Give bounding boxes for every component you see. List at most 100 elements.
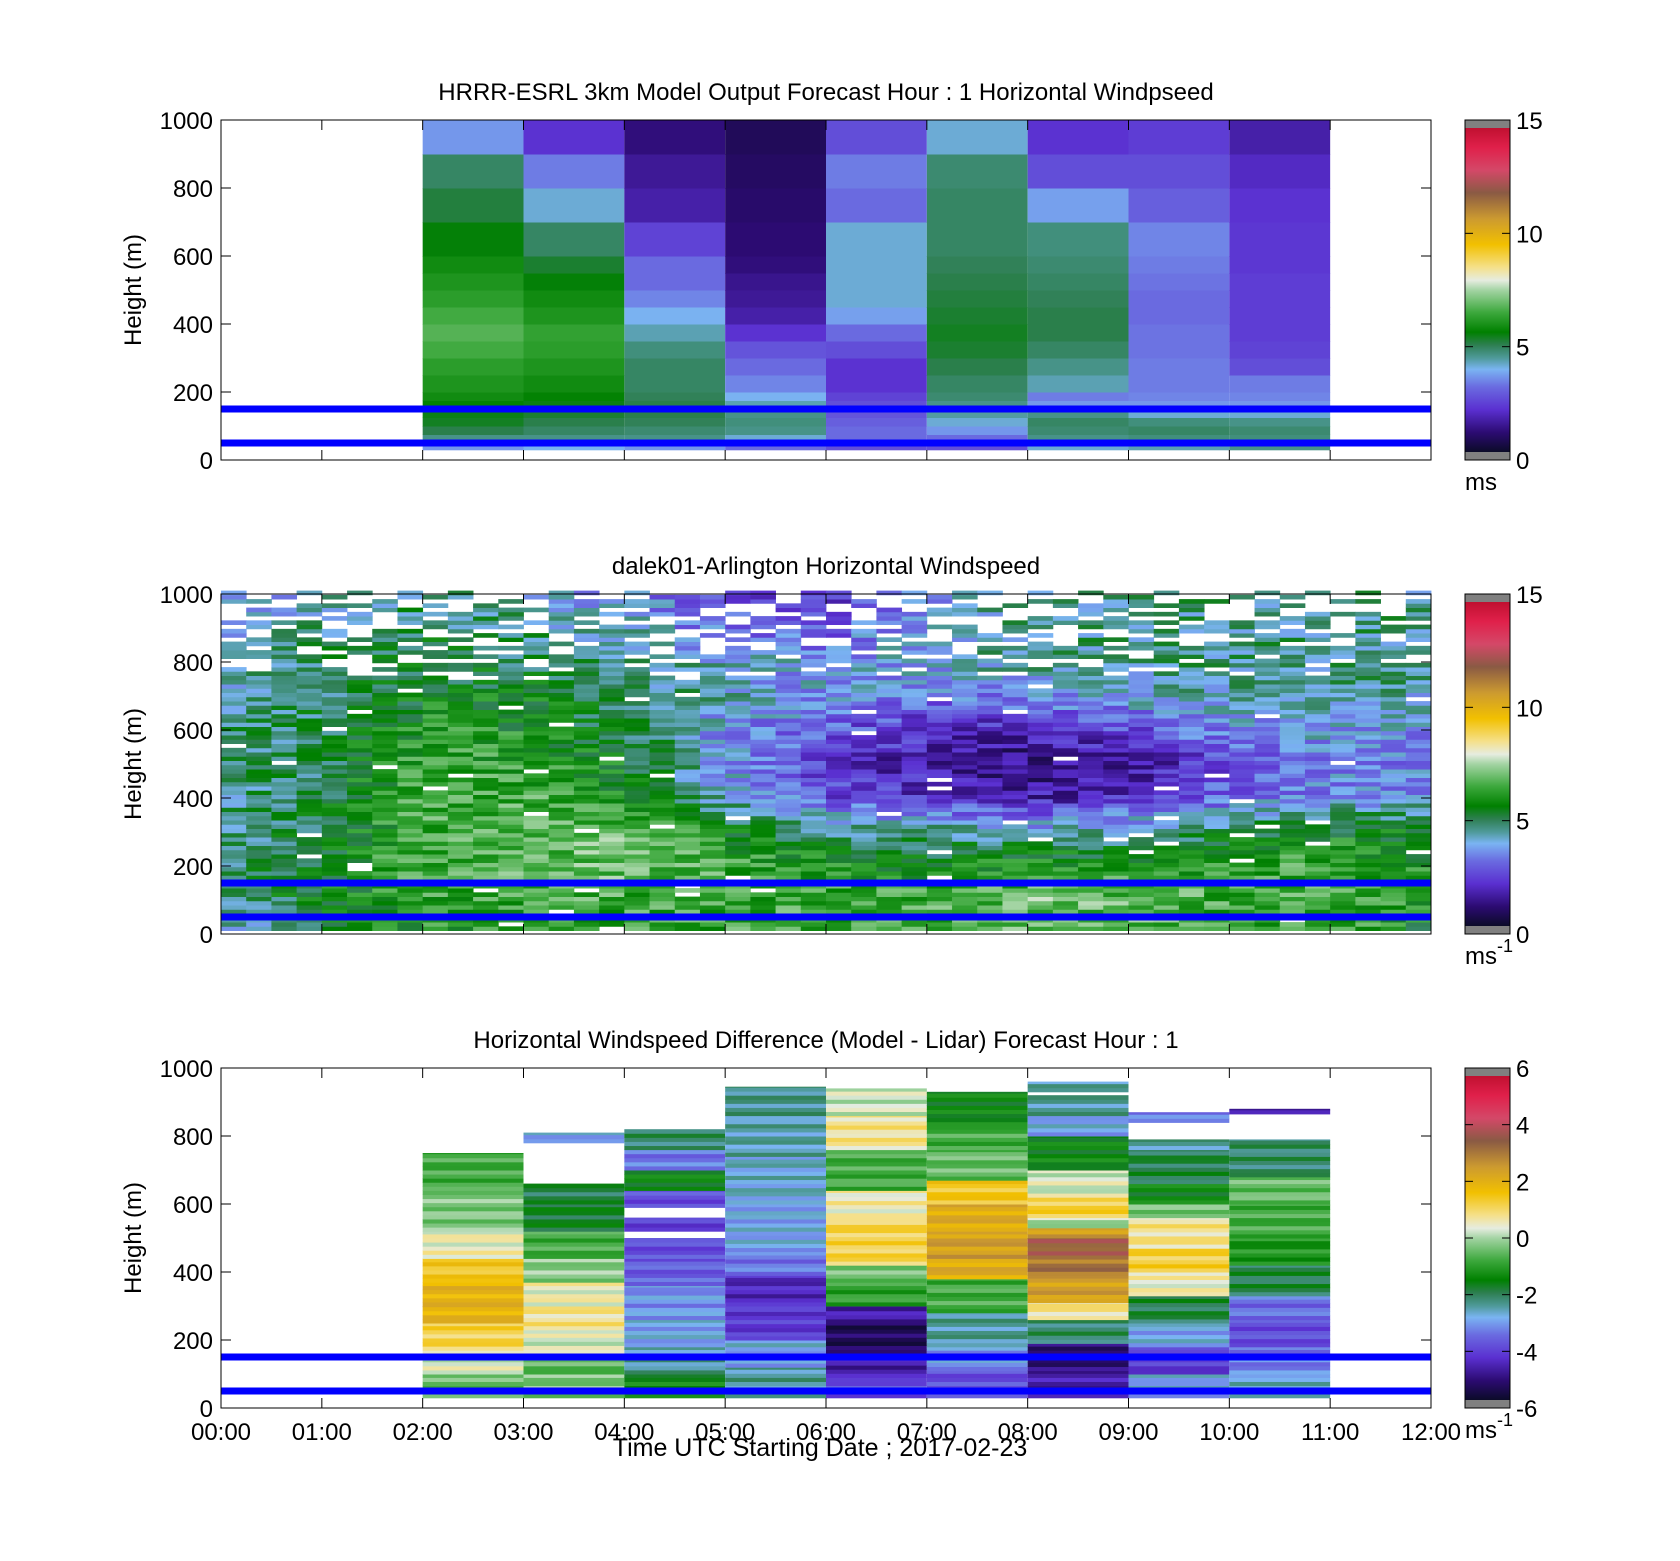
heatmap-cell bbox=[876, 658, 903, 664]
heatmap-cell bbox=[523, 1223, 625, 1228]
heatmap-cell bbox=[1304, 692, 1331, 698]
heatmap-cell bbox=[952, 730, 978, 736]
heatmap-cell bbox=[624, 1137, 726, 1142]
panel-title: HRRR-ESRL 3km Model Output Forecast Hour… bbox=[438, 79, 1213, 106]
heatmap-cell bbox=[624, 1223, 726, 1228]
heatmap-cell bbox=[473, 837, 499, 842]
heatmap-cell bbox=[826, 739, 852, 744]
heatmap-cell bbox=[624, 1174, 726, 1179]
heatmap-cell bbox=[548, 735, 575, 740]
heatmap-cell bbox=[851, 599, 877, 604]
heatmap-cell bbox=[775, 862, 802, 868]
heatmap-cell bbox=[372, 747, 398, 753]
heatmap-cell bbox=[1380, 900, 1407, 906]
heatmap-cell bbox=[775, 628, 802, 634]
heatmap-cell bbox=[1304, 701, 1331, 706]
heatmap-cell bbox=[649, 641, 676, 647]
heatmap-cell bbox=[1279, 637, 1306, 642]
heatmap-cell bbox=[1330, 896, 1356, 902]
heatmap-cell bbox=[826, 926, 852, 931]
heatmap-cell bbox=[397, 747, 424, 753]
heatmap-cell bbox=[1128, 684, 1155, 689]
heatmap-cell bbox=[498, 871, 524, 876]
heatmap-cell bbox=[221, 705, 247, 710]
heatmap-cell bbox=[1078, 713, 1104, 719]
heatmap-cell bbox=[523, 1293, 625, 1299]
heatmap-cell bbox=[624, 641, 650, 647]
heatmap-cell bbox=[573, 798, 600, 804]
heatmap-cell bbox=[1178, 684, 1205, 689]
heatmap-cell bbox=[775, 679, 802, 685]
heatmap-cell bbox=[725, 417, 826, 427]
heatmap-cell bbox=[901, 892, 928, 897]
heatmap-cell bbox=[422, 798, 449, 804]
heatmap-cell bbox=[523, 1374, 625, 1378]
heatmap-cell bbox=[1027, 679, 1054, 685]
heatmap-cell bbox=[473, 743, 499, 749]
heatmap-cell bbox=[1052, 781, 1079, 787]
heatmap-cell bbox=[725, 594, 751, 600]
heatmap-cell bbox=[1279, 858, 1306, 863]
heatmap-cell bbox=[1052, 696, 1079, 702]
heatmap-cell bbox=[1078, 641, 1104, 647]
heatmap-cell bbox=[498, 900, 524, 906]
heatmap-cell bbox=[1405, 888, 1432, 893]
heatmap-cell bbox=[1153, 811, 1180, 817]
heatmap-cell bbox=[372, 803, 398, 808]
heatmap-cell bbox=[1128, 341, 1230, 359]
heatmap-cell bbox=[826, 1088, 927, 1092]
heatmap-cell bbox=[1002, 752, 1029, 757]
heatmap-cell bbox=[498, 679, 524, 685]
heatmap-cell bbox=[397, 773, 424, 778]
heatmap-cell bbox=[750, 781, 776, 787]
heatmap-cell bbox=[826, 1301, 927, 1307]
heatmap-cell bbox=[624, 875, 650, 880]
heatmap-cell bbox=[1027, 654, 1054, 659]
heatmap-cell bbox=[750, 675, 776, 681]
heatmap-cell bbox=[548, 603, 575, 608]
heatmap-cell bbox=[1279, 854, 1306, 859]
heatmap-cell bbox=[1103, 849, 1129, 855]
heatmap-cell bbox=[523, 722, 550, 727]
heatmap-cell bbox=[1204, 849, 1230, 855]
heatmap-cell bbox=[498, 832, 524, 838]
heatmap-cell bbox=[1229, 1140, 1331, 1145]
heatmap-cell bbox=[952, 658, 978, 664]
heatmap-cell bbox=[725, 654, 751, 659]
heatmap-cell bbox=[624, 1349, 726, 1355]
heatmap-cell bbox=[1002, 667, 1029, 672]
heatmap-cell bbox=[498, 764, 524, 770]
heatmap-cell bbox=[1103, 922, 1129, 927]
heatmap-cell bbox=[221, 760, 247, 766]
heatmap-cell bbox=[473, 684, 499, 689]
heatmap-cell bbox=[800, 841, 827, 846]
heatmap-cell bbox=[1254, 705, 1281, 710]
heatmap-cell bbox=[901, 777, 928, 783]
heatmap-cell bbox=[876, 896, 903, 902]
heatmap-cell bbox=[725, 798, 751, 804]
heatmap-cell bbox=[422, 713, 449, 719]
heatmap-cell bbox=[1178, 756, 1205, 761]
heatmap-cell bbox=[1229, 756, 1255, 761]
heatmap-cell bbox=[1380, 641, 1407, 647]
heatmap-cell bbox=[1153, 679, 1180, 685]
heatmap-cell bbox=[321, 896, 348, 902]
heatmap-cell bbox=[1153, 807, 1180, 812]
heatmap-cell bbox=[1229, 896, 1255, 902]
heatmap-cell bbox=[1254, 922, 1281, 927]
heatmap-cell bbox=[926, 905, 953, 910]
heatmap-cell bbox=[1078, 684, 1104, 689]
heatmap-cell bbox=[1078, 747, 1104, 753]
heatmap-cell bbox=[1178, 922, 1205, 927]
heatmap-cell bbox=[573, 701, 600, 706]
heatmap-cell bbox=[977, 922, 1003, 927]
heatmap-cell bbox=[548, 777, 575, 783]
heatmap-cell bbox=[977, 926, 1003, 931]
heatmap-cell bbox=[1229, 1240, 1331, 1246]
heatmap-cell bbox=[1128, 1295, 1230, 1300]
heatmap-cell bbox=[321, 781, 348, 787]
heatmap-cell bbox=[422, 900, 449, 906]
heatmap-cell bbox=[926, 837, 953, 842]
heatmap-cell bbox=[1128, 628, 1155, 634]
heatmap-cell bbox=[473, 773, 499, 778]
